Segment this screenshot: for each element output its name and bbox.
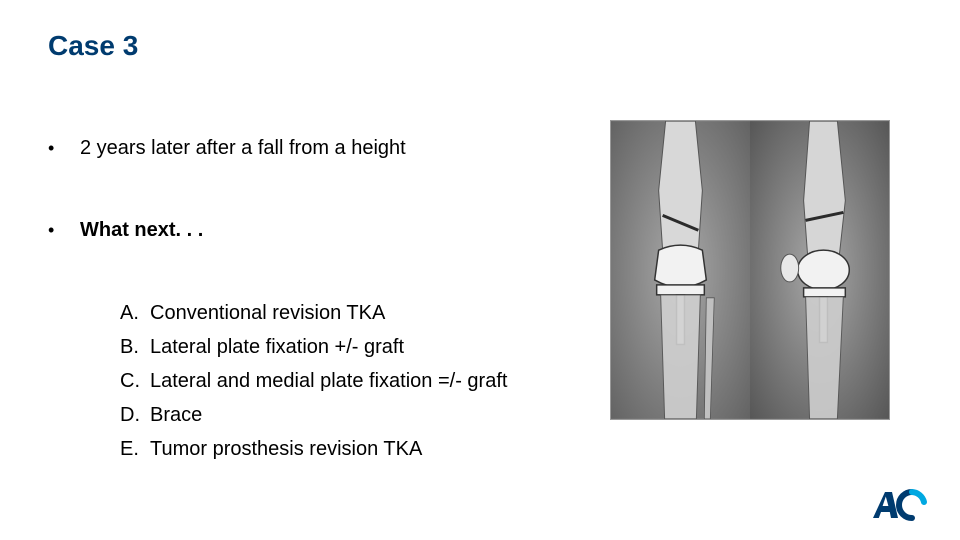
bullet-item: • 2 years later after a fall from a heig…: [48, 135, 578, 161]
option-item: A. Conventional revision TKA: [120, 299, 578, 327]
bullet-text: What next. . .: [80, 217, 203, 243]
content-area: • 2 years later after a fall from a heig…: [48, 135, 578, 469]
radiograph-panel-lateral: [750, 121, 889, 419]
options-list: A. Conventional revision TKA B. Lateral …: [120, 299, 578, 463]
option-letter: B.: [120, 333, 150, 361]
option-item: E. Tumor prosthesis revision TKA: [120, 435, 578, 463]
slide-title: Case 3: [48, 30, 138, 62]
option-letter: E.: [120, 435, 150, 463]
radiograph-figure: [610, 120, 890, 420]
ao-logo-icon: [870, 488, 928, 522]
radiograph-panel-ap: [611, 121, 750, 419]
option-letter: C.: [120, 367, 150, 395]
option-letter: A.: [120, 299, 150, 327]
option-text: Lateral plate fixation +/- graft: [150, 333, 404, 361]
bullet-item: • What next. . .: [48, 217, 578, 243]
xray-lateral-icon: [750, 121, 889, 419]
slide: Case 3 • 2 years later after a fall from…: [0, 0, 960, 540]
option-item: B. Lateral plate fixation +/- graft: [120, 333, 578, 361]
option-text: Tumor prosthesis revision TKA: [150, 435, 422, 463]
xray-ap-icon: [611, 121, 750, 419]
option-item: D. Brace: [120, 401, 578, 429]
bullet-marker: •: [48, 217, 80, 243]
bullet-text: 2 years later after a fall from a height: [80, 135, 406, 161]
option-text: Lateral and medial plate fixation =/- gr…: [150, 367, 507, 395]
option-letter: D.: [120, 401, 150, 429]
option-text: Conventional revision TKA: [150, 299, 385, 327]
option-text: Brace: [150, 401, 202, 429]
bullet-marker: •: [48, 135, 80, 161]
option-item: C. Lateral and medial plate fixation =/-…: [120, 367, 578, 395]
brand-logo: [870, 488, 928, 522]
